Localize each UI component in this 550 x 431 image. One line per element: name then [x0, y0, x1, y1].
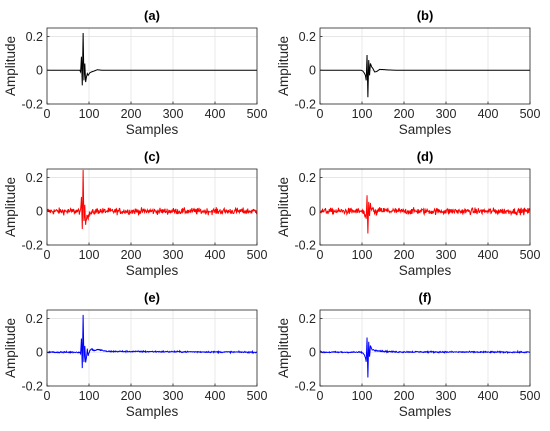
chart-panel: 0 100 200 300 400 500-0.200.2(c)SamplesAmplit…	[3, 149, 267, 278]
x-tick-label: 300	[436, 248, 457, 262]
axes-box	[319, 27, 531, 105]
y-axis-label: Amplitude	[3, 318, 18, 378]
x-tick-label: 500	[520, 389, 541, 403]
y-tick-label: -0.2	[21, 239, 43, 253]
axes-box	[46, 168, 258, 246]
plot-area	[320, 169, 530, 245]
x-tick-label: 0	[317, 248, 324, 262]
chart-title: (b)	[417, 8, 434, 23]
chart-panel: 0 100 200 300 400 500-0.200.2(a)SamplesAmplit…	[3, 8, 267, 137]
x-tick-label: 200	[121, 107, 142, 121]
plot-area	[47, 28, 257, 104]
x-axis-label: Samples	[399, 404, 452, 419]
x-tick-label: 200	[394, 248, 415, 262]
plot-area	[47, 310, 257, 386]
x-axis-label: Samples	[399, 263, 452, 278]
y-axis-label: Amplitude	[3, 177, 18, 237]
x-tick-label: 0	[317, 107, 324, 121]
y-tick-label: 0	[36, 346, 43, 360]
y-tick-label: 0	[309, 64, 316, 78]
series-line	[319, 337, 531, 378]
chart-panel: 0 100 200 300 400 500-0.200.2(d)SamplesAmplit…	[276, 149, 540, 278]
y-tick-label: 0	[309, 346, 316, 360]
x-tick-label: 400	[205, 107, 226, 121]
x-tick-label: 100	[352, 248, 373, 262]
y-tick-label: -0.2	[294, 380, 316, 394]
y-tick-label: -0.2	[21, 98, 43, 112]
chart-panel: 0 100 200 300 400 500-0.200.2(f)SamplesAmplit…	[276, 290, 540, 419]
series-line	[47, 33, 257, 86]
x-tick-label: 100	[79, 248, 100, 262]
x-tick-label: 300	[163, 248, 184, 262]
x-tick-label: 0	[44, 107, 51, 121]
y-axis-label: Amplitude	[276, 36, 291, 96]
x-tick-label: 500	[247, 389, 268, 403]
x-tick-label: 200	[121, 248, 142, 262]
x-tick-label: 0	[317, 389, 324, 403]
chart-panel: 0 100 200 300 400 500-0.200.2(b)SamplesAmplit…	[276, 8, 540, 137]
y-tick-label: 0.2	[299, 171, 316, 185]
y-tick-label: 0.2	[26, 312, 43, 326]
y-tick-label: 0.2	[26, 30, 43, 44]
x-tick-label: 500	[247, 107, 268, 121]
x-tick-label: 200	[394, 107, 415, 121]
y-axis-label: Amplitude	[3, 36, 18, 96]
series-line	[46, 314, 258, 369]
axes-box	[319, 168, 531, 246]
chart-title: (f)	[419, 290, 432, 305]
axes-box	[319, 309, 531, 387]
x-tick-label: 100	[352, 389, 373, 403]
y-axis-label: Amplitude	[276, 177, 291, 237]
series-line	[46, 169, 258, 230]
plot-area	[320, 28, 530, 104]
x-tick-label: 300	[436, 389, 457, 403]
y-tick-label: 0.2	[299, 30, 316, 44]
x-tick-label: 500	[520, 107, 541, 121]
axes-box	[46, 27, 258, 105]
y-axis-label: Amplitude	[276, 318, 291, 378]
plot-area	[47, 169, 257, 245]
y-tick-label: -0.2	[21, 380, 43, 394]
y-tick-label: 0.2	[26, 171, 43, 185]
chart-panel: 0 100 200 300 400 500-0.200.2(e)SamplesAmplit…	[3, 290, 267, 419]
x-tick-label: 400	[205, 389, 226, 403]
chart-title: (a)	[144, 8, 160, 23]
x-tick-label: 200	[121, 389, 142, 403]
x-tick-label: 100	[79, 107, 100, 121]
y-tick-label: 0	[36, 205, 43, 219]
x-axis-label: Samples	[126, 122, 179, 137]
x-tick-label: 500	[247, 248, 268, 262]
x-tick-label: 100	[79, 389, 100, 403]
x-tick-label: 400	[478, 107, 499, 121]
x-tick-label: 300	[436, 107, 457, 121]
x-tick-label: 500	[520, 248, 541, 262]
x-tick-label: 400	[478, 389, 499, 403]
x-axis-label: Samples	[126, 263, 179, 278]
x-tick-label: 0	[44, 248, 51, 262]
chart-title: (d)	[417, 149, 434, 164]
chart-title: (c)	[144, 149, 160, 164]
plot-area	[320, 310, 530, 386]
x-tick-label: 0	[44, 389, 51, 403]
y-tick-label: 0.2	[299, 312, 316, 326]
x-tick-label: 100	[352, 107, 373, 121]
y-tick-label: 0	[309, 205, 316, 219]
chart-title: (e)	[144, 290, 160, 305]
y-tick-label: -0.2	[294, 98, 316, 112]
axes-box	[46, 309, 258, 387]
x-axis-label: Samples	[126, 404, 179, 419]
x-axis-label: Samples	[399, 122, 452, 137]
x-tick-label: 300	[163, 389, 184, 403]
x-tick-label: 200	[394, 389, 415, 403]
series-line	[320, 55, 530, 98]
x-tick-label: 300	[163, 107, 184, 121]
x-tick-label: 400	[478, 248, 499, 262]
x-tick-label: 400	[205, 248, 226, 262]
y-tick-label: -0.2	[294, 239, 316, 253]
series-line	[319, 195, 531, 234]
y-tick-label: 0	[36, 64, 43, 78]
